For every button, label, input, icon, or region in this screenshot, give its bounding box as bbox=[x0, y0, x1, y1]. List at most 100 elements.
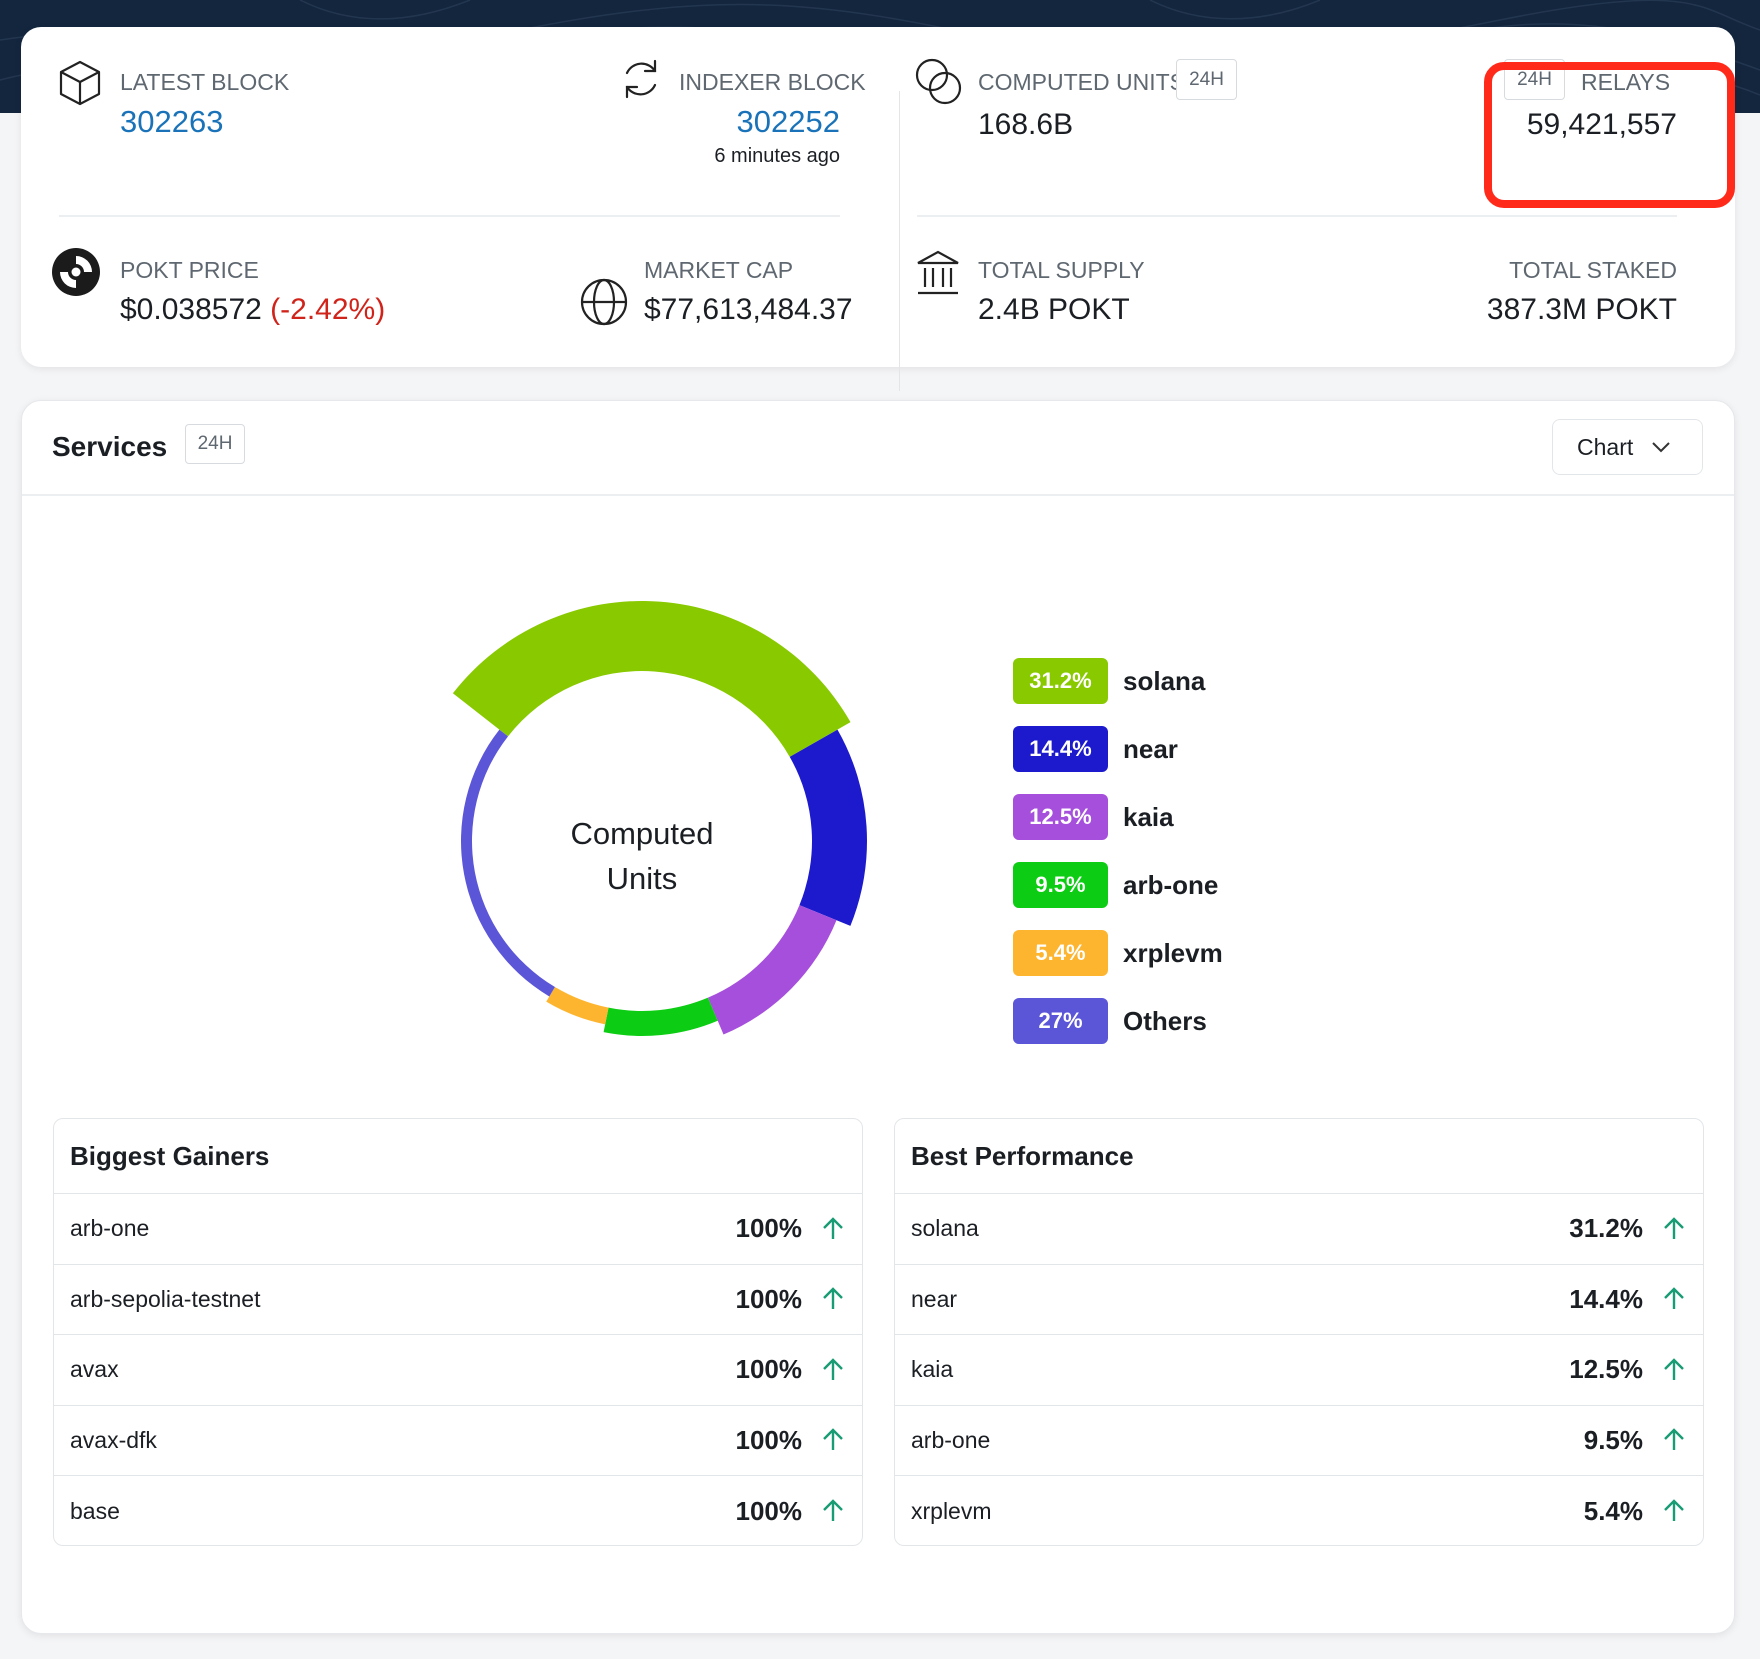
arrow-up-icon bbox=[1664, 1217, 1684, 1239]
total-staked-label: TOTAL STAKED bbox=[1509, 257, 1677, 283]
table-row[interactable]: solana 31.2% bbox=[895, 1194, 1703, 1265]
row-value: 9.5% bbox=[1583, 1424, 1643, 1455]
row-name: arb-one bbox=[911, 1426, 991, 1453]
row-name: near bbox=[911, 1285, 958, 1312]
total-staked-value: 387.3M POKT bbox=[1486, 293, 1677, 326]
table-row[interactable]: arb-one 9.5% bbox=[895, 1406, 1703, 1476]
pokt-price-label: POKT PRICE bbox=[120, 257, 259, 283]
donut-slice-kaia[interactable] bbox=[707, 905, 837, 1035]
best-performance-table: Best Performance solana 31.2% near 14.4% k… bbox=[894, 1118, 1704, 1546]
row-value: 100% bbox=[735, 1283, 803, 1314]
arrow-up-icon bbox=[823, 1287, 843, 1310]
globe-icon bbox=[580, 278, 628, 326]
services-header-divider bbox=[22, 494, 1734, 496]
row-name: solana bbox=[911, 1215, 979, 1242]
services-title: Services bbox=[52, 431, 168, 462]
total-supply-value: 2.4B POKT bbox=[978, 293, 1130, 326]
pokt-price-change: (-2.42%) bbox=[270, 293, 386, 326]
arrow-up-icon bbox=[823, 1428, 843, 1451]
table-row[interactable]: xrplevm 5.4% bbox=[895, 1476, 1703, 1547]
stats-card: LATEST BLOCK 302263 INDEXER BLOCK 302252… bbox=[21, 27, 1735, 391]
legend-item[interactable]: 9.5% arb-one bbox=[1013, 862, 1218, 908]
arrow-up-icon bbox=[1664, 1358, 1684, 1380]
relays-highlight-box bbox=[1484, 62, 1735, 208]
legend-percent: 27% bbox=[1013, 998, 1108, 1044]
pokt-price-line: $0.038572 (-2.42%) bbox=[120, 293, 385, 327]
donut-center-line2: Units bbox=[606, 861, 678, 896]
cube-icon bbox=[59, 60, 101, 106]
legend-name: kaia bbox=[1123, 801, 1174, 832]
donut-center-label: Computed Units bbox=[502, 811, 782, 901]
row-value: 100% bbox=[735, 1495, 803, 1526]
legend-name: solana bbox=[1123, 665, 1206, 696]
row-name: xrplevm bbox=[911, 1497, 992, 1524]
market-cap-value: $77,613,484.37 bbox=[644, 293, 853, 326]
table-row[interactable]: avax 100% bbox=[54, 1335, 862, 1406]
services-card: Services 24H Chart Computed Units 31.2% s… bbox=[21, 400, 1735, 1634]
indexer-block-ago: 6 minutes ago bbox=[714, 145, 840, 167]
table-row[interactable]: avax-dfk 100% bbox=[54, 1406, 862, 1476]
legend-item[interactable]: 12.5% kaia bbox=[1013, 794, 1174, 840]
legend-percent: 12.5% bbox=[1013, 794, 1108, 840]
legend-item[interactable]: 31.2% solana bbox=[1013, 658, 1205, 704]
table-row[interactable]: kaia 12.5% bbox=[895, 1335, 1703, 1406]
table-row[interactable]: near 14.4% bbox=[895, 1265, 1703, 1335]
arrow-up-icon bbox=[1664, 1287, 1684, 1310]
legend-name: arb-one bbox=[1123, 869, 1219, 900]
overlap-circles-icon bbox=[915, 58, 962, 105]
table-row[interactable]: arb-sepolia-testnet 100% bbox=[54, 1265, 862, 1335]
donut-slice-xrplevm[interactable] bbox=[546, 987, 609, 1025]
table-row[interactable]: base 100% bbox=[54, 1476, 862, 1547]
donut-center-line1: Computed bbox=[570, 816, 714, 851]
arrow-up-icon bbox=[1664, 1428, 1684, 1451]
donut-slice-arb-one[interactable] bbox=[603, 997, 718, 1036]
computed-units-value: 168.6B bbox=[978, 108, 1074, 141]
legend-item[interactable]: 27% Others bbox=[1013, 998, 1207, 1044]
legend-percent: 14.4% bbox=[1013, 726, 1108, 772]
row-value: 100% bbox=[735, 1354, 803, 1385]
row-name: avax-dfk bbox=[70, 1426, 157, 1453]
row-value: 14.4% bbox=[1569, 1283, 1643, 1314]
donut-slice-Others[interactable] bbox=[461, 729, 555, 997]
donut-slice-near[interactable] bbox=[789, 729, 867, 926]
relays-label: RELAYS bbox=[1581, 69, 1671, 95]
stats-vertical-divider bbox=[899, 91, 900, 391]
latest-block-value[interactable]: 302263 bbox=[120, 104, 224, 139]
row-name: base bbox=[70, 1497, 120, 1524]
indexer-block-value[interactable]: 302252 bbox=[736, 104, 840, 139]
legend-percent: 9.5% bbox=[1013, 862, 1108, 908]
table-row[interactable]: arb-one 100% bbox=[54, 1194, 862, 1265]
market-cap-label: MARKET CAP bbox=[644, 257, 794, 283]
computed-units-label: COMPUTED UNITS bbox=[978, 69, 1185, 95]
arrow-up-icon bbox=[823, 1499, 843, 1522]
row-value: 12.5% bbox=[1569, 1354, 1643, 1385]
row-value: 5.4% bbox=[1583, 1495, 1643, 1526]
arrow-up-icon bbox=[823, 1358, 843, 1380]
stats-divider-right bbox=[917, 215, 1677, 217]
donut-slice-solana[interactable] bbox=[452, 601, 851, 757]
latest-block-label: LATEST BLOCK bbox=[120, 69, 290, 95]
view-select[interactable]: Chart bbox=[1552, 419, 1703, 475]
computed-units-badge: 24H bbox=[1176, 59, 1237, 100]
row-value: 100% bbox=[735, 1213, 803, 1244]
donut-chart bbox=[452, 601, 867, 1036]
legend-item[interactable]: 14.4% near bbox=[1013, 726, 1178, 772]
legend-name: xrplevm bbox=[1123, 937, 1223, 968]
chevron-down-icon bbox=[1652, 442, 1670, 453]
pokt-price-value: $0.038572 bbox=[120, 293, 262, 326]
row-name: arb-one bbox=[70, 1215, 150, 1242]
arrow-up-icon bbox=[1664, 1499, 1684, 1522]
bank-icon bbox=[917, 250, 959, 295]
legend-name: Others bbox=[1123, 1005, 1207, 1036]
row-name: kaia bbox=[911, 1356, 954, 1383]
row-name: arb-sepolia-testnet bbox=[70, 1285, 261, 1312]
biggest-gainers-table: Biggest Gainers arb-one 100% arb-sepolia-… bbox=[53, 1118, 863, 1546]
biggest-gainers-title: Biggest Gainers bbox=[54, 1119, 862, 1194]
row-name: avax bbox=[70, 1356, 119, 1383]
row-value: 31.2% bbox=[1569, 1213, 1643, 1244]
best-performance-title: Best Performance bbox=[895, 1119, 1703, 1194]
pokt-logo-icon bbox=[52, 248, 100, 296]
total-supply-label: TOTAL SUPPLY bbox=[978, 257, 1145, 283]
legend-item[interactable]: 5.4% xrplevm bbox=[1013, 930, 1223, 976]
relays-value: 59,421,557 bbox=[1526, 108, 1677, 141]
